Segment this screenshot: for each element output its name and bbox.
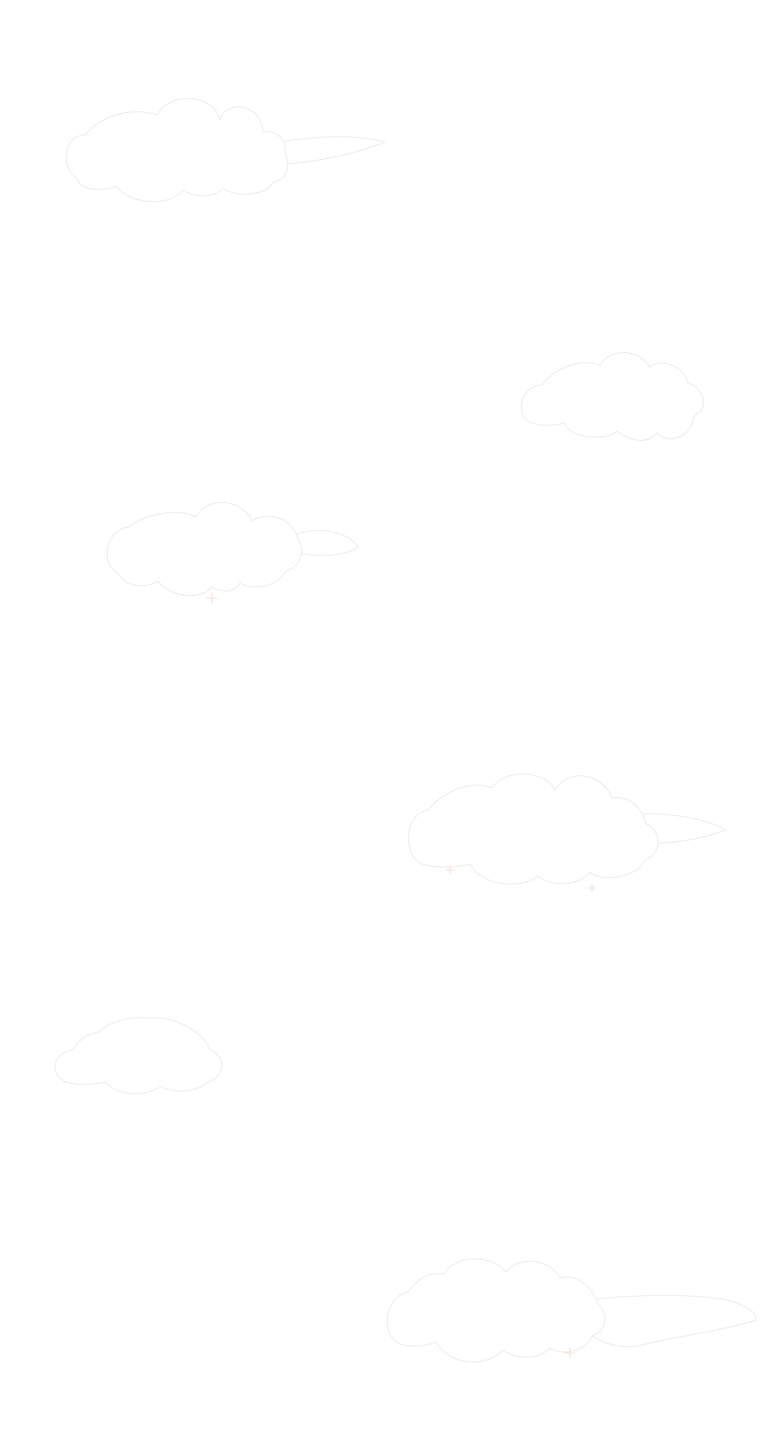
cloud-icon <box>100 495 362 605</box>
cloud-icon <box>400 768 730 893</box>
cloud-icon <box>55 90 390 210</box>
cloud-icon <box>512 345 707 450</box>
cloud-icon <box>378 1252 763 1370</box>
cloud-icon <box>48 1012 230 1102</box>
